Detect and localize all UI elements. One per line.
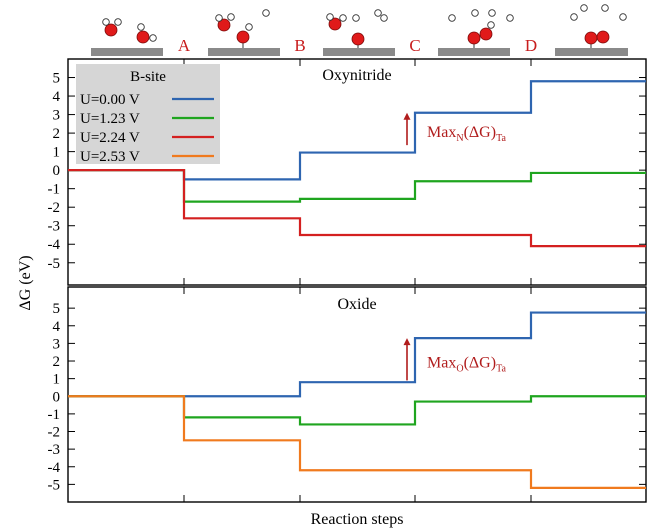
oxynitride-ytick-label: -3 — [48, 219, 61, 235]
oxygen-atom — [104, 23, 118, 37]
oxide-annotation-label: MaxO(ΔG)Ta — [427, 354, 506, 374]
hydrogen-atom — [227, 13, 235, 21]
hydrogen-atom — [149, 34, 157, 42]
legend: B-site U=0.00 V U=1.23 V U=2.24 V U=2.53 V — [76, 64, 220, 165]
oxide-ytick-label: -1 — [48, 407, 61, 423]
step-label-b: B — [294, 36, 305, 55]
hydrogen-atom — [352, 14, 360, 22]
hydrogen-atom — [326, 13, 334, 21]
oxide-series-u-1-23-v — [68, 395, 646, 426]
oxide-ytick-label: 3 — [53, 336, 61, 352]
oxide-ytick-label: -5 — [48, 477, 61, 493]
oxide-panel: -5-4 -3-2 -1 01 2 34 5 Oxide MaxO(ΔG)Ta — [48, 286, 647, 503]
oxynitride-annotation-arrowhead — [403, 112, 411, 120]
surface-slab — [208, 48, 280, 56]
oxynitride-ytick-label: 0 — [53, 163, 61, 179]
oxynitride-series — [68, 80, 646, 248]
hydrogen-atom — [215, 14, 223, 22]
hydrogen-atom — [380, 14, 388, 22]
surface-slab — [438, 48, 510, 56]
legend-entry-label: U=2.53 V — [80, 149, 140, 165]
oxide-title: Oxide — [337, 296, 376, 313]
oxynitride-annotation-label: MaxN(ΔG)Ta — [427, 124, 506, 144]
oxide-ticks: -5-4 -3-2 -1 01 2 34 5 — [48, 287, 646, 502]
oxide-frame — [67, 286, 647, 503]
hydrogen-atom — [262, 9, 270, 17]
x-axis-label: Reaction steps — [311, 511, 404, 528]
step-label-c: C — [409, 36, 420, 55]
oxynitride-ytick-label: -5 — [48, 256, 61, 272]
hydrogen-atom — [448, 14, 456, 22]
hydrogen-atom — [570, 13, 578, 21]
oxynitride-annotation: MaxN(ΔG)Ta — [403, 112, 506, 146]
oxygen-atom — [479, 27, 493, 41]
oxynitride-ytick-label: -1 — [48, 182, 61, 198]
hydrogen-atom — [374, 9, 382, 17]
surface-slab — [91, 48, 163, 56]
oxygen-atom — [328, 17, 342, 31]
oxide-ytick-label: 5 — [53, 301, 61, 317]
legend-title: B-site — [130, 69, 166, 85]
oxygen-atom — [584, 31, 598, 45]
oxide-ytick-label: 1 — [53, 372, 61, 388]
oxygen-atom — [467, 31, 481, 45]
oxide-annotation-arrowhead — [403, 338, 411, 346]
oxygen-atom — [596, 30, 610, 44]
oxynitride-ytick-label: 2 — [53, 126, 61, 142]
reaction-schematic — [91, 4, 628, 56]
oxide-ytick-label: -2 — [48, 425, 61, 441]
oxynitride-ytick-label: 4 — [53, 89, 61, 105]
y-axis-label: ΔG (eV) — [17, 255, 34, 310]
legend-entry-label: U=2.24 V — [80, 130, 140, 146]
oxide-ytick-label: 2 — [53, 354, 61, 370]
step-label-d: D — [525, 36, 537, 55]
surface-slab — [555, 48, 628, 56]
legend-entries: U=0.00 V U=1.23 V U=2.24 V U=2.53 V — [80, 92, 214, 165]
legend-box — [76, 64, 220, 164]
surface-slab — [323, 48, 395, 56]
hydrogen-atom — [619, 13, 627, 21]
oxynitride-ytick-label: 5 — [53, 71, 61, 87]
oxide-ytick-label: 0 — [53, 389, 61, 405]
hydrogen-atom — [114, 18, 122, 26]
oxynitride-panel: -5 -4 -3 -2 -1 0 1 2 3 4 5 Oxynitride MaxN(ΔG)Ta B… — [48, 58, 647, 286]
step-letters: A B C D — [178, 36, 537, 55]
oxynitride-series-u-2-24-v — [68, 169, 646, 248]
oxynitride-title: Oxynitride — [322, 67, 391, 84]
hydrogen-atom — [488, 9, 496, 17]
legend-entry-label: U=0.00 V — [80, 92, 140, 108]
step-label-a: A — [178, 36, 191, 55]
hydrogen-atom — [102, 18, 110, 26]
oxide-ytick-label: -3 — [48, 442, 61, 458]
oxynitride-ytick-label: 3 — [53, 108, 61, 124]
oxynitride-series-u-1-23-v — [68, 169, 646, 203]
oxynitride-ytick-label: -4 — [48, 237, 61, 253]
oxygen-atom — [236, 30, 250, 44]
hydrogen-atom — [580, 4, 588, 12]
oxide-annotation: MaxO(ΔG)Ta — [403, 338, 506, 381]
hydrogen-atom — [487, 21, 495, 29]
oxide-series-u-2-53-v — [68, 395, 646, 490]
oxide-ytick-label: -4 — [48, 460, 61, 476]
legend-entry-label: U=1.23 V — [80, 111, 140, 127]
oxynitride-ytick-label: 1 — [53, 145, 61, 161]
hydrogen-atom — [137, 23, 145, 31]
oxynitride-ytick-label: -2 — [48, 200, 61, 216]
hydrogen-atom — [506, 14, 514, 22]
oxide-series-u-0-00-v — [68, 311, 646, 398]
oxygen-atom — [136, 30, 150, 44]
oxide-series — [68, 311, 646, 490]
hydrogen-atom — [471, 9, 479, 17]
oxygen-atom — [217, 18, 231, 32]
hydrogen-atom — [245, 23, 253, 31]
oxygen-atom — [351, 32, 365, 46]
hydrogen-atom — [339, 14, 347, 22]
oxynitride-ticks: -5 -4 -3 -2 -1 0 1 2 3 4 5 — [48, 59, 646, 285]
hydrogen-atom — [601, 4, 609, 12]
oxide-ytick-label: 4 — [53, 319, 61, 335]
